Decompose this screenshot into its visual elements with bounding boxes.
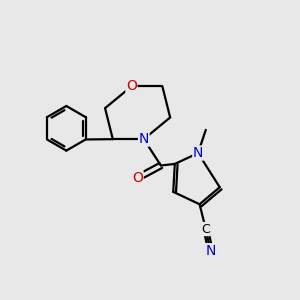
Text: N: N [205,244,216,258]
Text: C: C [201,223,210,236]
Text: O: O [132,171,143,185]
Text: N: N [139,132,149,146]
Text: N: N [193,146,203,160]
Text: O: O [126,80,137,94]
